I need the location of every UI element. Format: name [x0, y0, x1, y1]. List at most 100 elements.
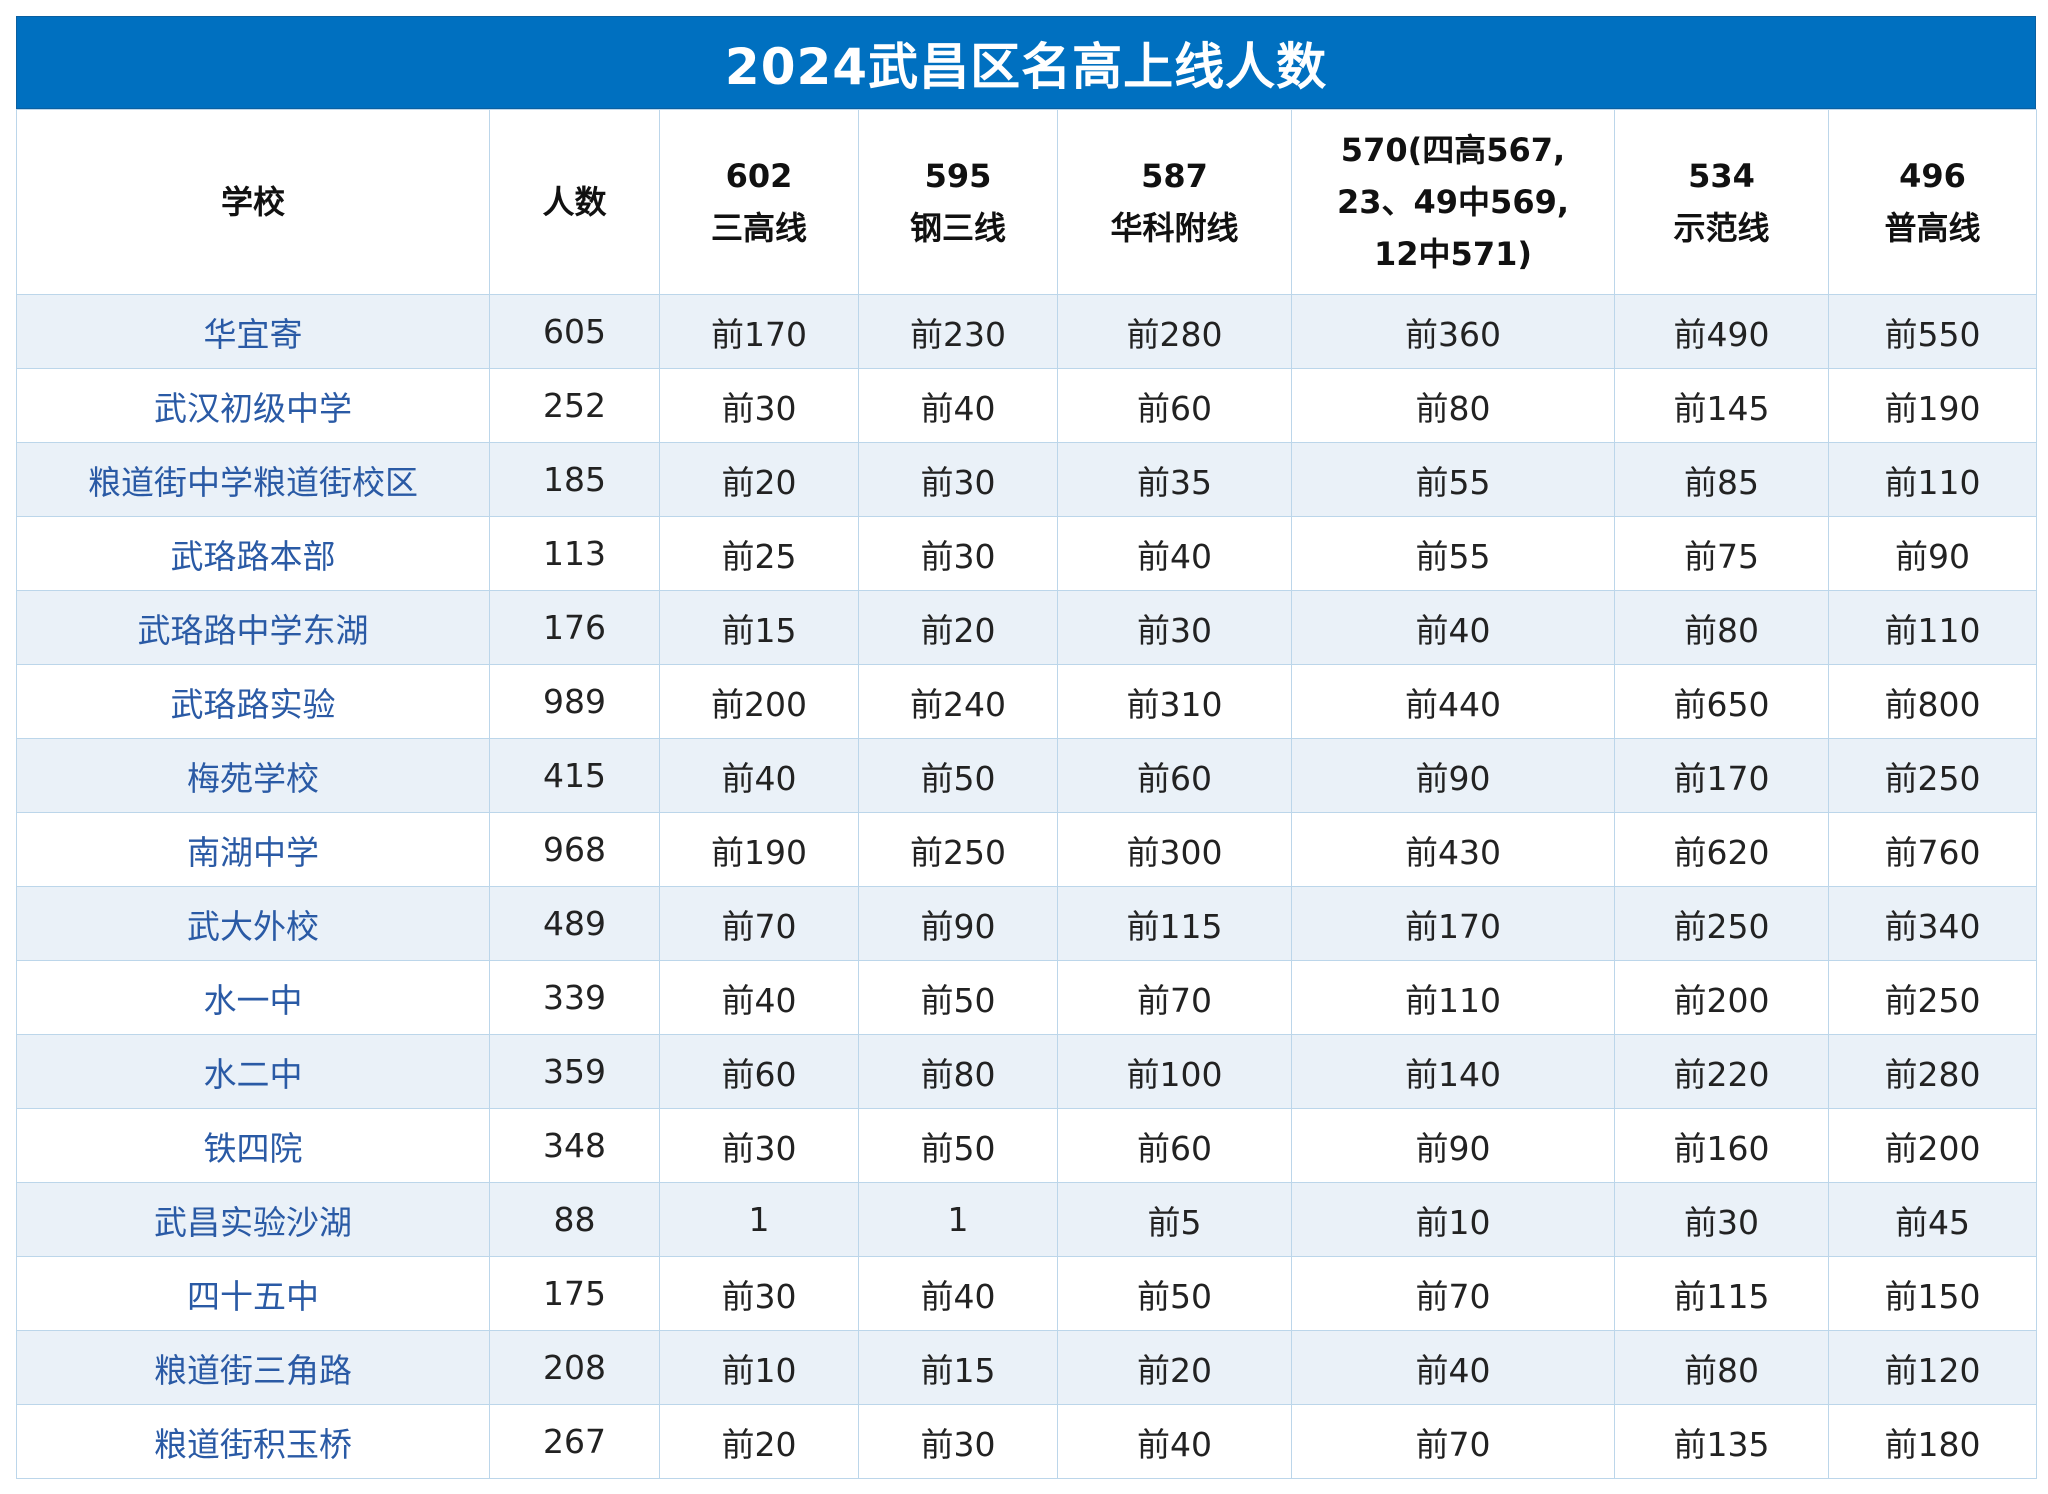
student-count-cell: 208	[489, 1330, 660, 1405]
school-name-cell: 粮道街积玉桥	[16, 1404, 490, 1479]
rank-cutoff-cell: 前190	[659, 812, 859, 887]
column-header-line: 人数	[542, 183, 607, 221]
student-count-cell: 348	[489, 1108, 660, 1183]
school-name-cell: 铁四院	[16, 1108, 490, 1183]
table-row: 粮道街积玉桥 267 前20 前30 前40 前70 前135 前180	[16, 1404, 2037, 1479]
rank-cutoff-cell: 前80	[1291, 368, 1615, 443]
rank-cutoff-cell: 前60	[1057, 368, 1292, 443]
rank-cutoff-cell: 前30	[858, 442, 1058, 517]
rank-cutoff-cell: 前30	[1614, 1182, 1829, 1257]
rank-cutoff-cell: 前250	[1828, 960, 2037, 1035]
student-count-cell: 339	[489, 960, 660, 1035]
rank-cutoff-cell: 前60	[659, 1034, 859, 1109]
rank-cutoff-cell: 前55	[1291, 442, 1615, 517]
rank-cutoff-cell: 前140	[1291, 1034, 1615, 1109]
rank-cutoff-cell: 前40	[858, 1256, 1058, 1331]
table-row: 武昌实验沙湖 88 1 1 前5 前10 前30 前45	[16, 1182, 2037, 1257]
rank-cutoff-cell: 前100	[1057, 1034, 1292, 1109]
rank-cutoff-cell: 前250	[1614, 886, 1829, 961]
rank-cutoff-cell: 前620	[1614, 812, 1829, 887]
student-count-cell: 185	[489, 442, 660, 517]
rank-cutoff-cell: 前360	[1291, 294, 1615, 369]
rank-cutoff-cell: 前30	[1057, 590, 1292, 665]
rank-cutoff-cell: 前70	[659, 886, 859, 961]
rank-cutoff-cell: 前15	[858, 1330, 1058, 1405]
rank-cutoff-cell: 前60	[1057, 738, 1292, 813]
school-name-cell: 武大外校	[16, 886, 490, 961]
table-row: 武珞路中学东湖 176 前15 前20 前30 前40 前80 前110	[16, 590, 2037, 665]
rank-cutoff-cell: 前115	[1614, 1256, 1829, 1331]
column-header-line: 595	[924, 157, 992, 195]
column-header: 496 普高线	[1828, 109, 2037, 295]
rank-cutoff-cell: 前45	[1828, 1182, 2037, 1257]
rank-cutoff-cell: 前250	[1828, 738, 2037, 813]
rank-cutoff-cell: 前115	[1057, 886, 1292, 961]
rank-cutoff-cell: 前340	[1828, 886, 2037, 961]
rank-cutoff-cell: 前200	[1614, 960, 1829, 1035]
school-name-cell: 粮道街中学粮道街校区	[16, 442, 490, 517]
table-row: 粮道街中学粮道街校区 185 前20 前30 前35 前55 前85 前110	[16, 442, 2037, 517]
rank-cutoff-cell: 前50	[858, 738, 1058, 813]
rank-cutoff-cell: 前20	[1057, 1330, 1292, 1405]
header-row: 学校 人数 602 三高线 595 钢三线 587 华科附线 570(四高567, 23、49中5…	[16, 109, 2037, 295]
student-count-cell: 113	[489, 516, 660, 591]
school-name-cell: 武珞路中学东湖	[16, 590, 490, 665]
rank-cutoff-cell: 前30	[858, 1404, 1058, 1479]
column-header-line: 534	[1688, 157, 1755, 195]
rank-cutoff-cell: 前50	[1057, 1256, 1292, 1331]
table-row: 武大外校 489 前70 前90 前115 前170 前250 前340	[16, 886, 2037, 961]
rank-cutoff-cell: 前85	[1614, 442, 1829, 517]
student-count-cell: 267	[489, 1404, 660, 1479]
school-name-cell: 水二中	[16, 1034, 490, 1109]
rank-cutoff-cell: 前170	[659, 294, 859, 369]
column-header-line: 华科附线	[1110, 209, 1239, 247]
rank-cutoff-cell: 前30	[659, 368, 859, 443]
school-name-cell: 梅苑学校	[16, 738, 490, 813]
column-header-line: 587	[1141, 157, 1208, 195]
table-body: 华宜寄 605 前170 前230 前280 前360 前490 前550 武汉初级中学 252 前…	[16, 294, 2037, 1479]
student-count-cell: 968	[489, 812, 660, 887]
rank-cutoff-cell: 前200	[659, 664, 859, 739]
table-row: 武珞路本部 113 前25 前30 前40 前55 前75 前90	[16, 516, 2037, 591]
rank-cutoff-cell: 前200	[1828, 1108, 2037, 1183]
rank-cutoff-cell: 前70	[1291, 1404, 1615, 1479]
rank-cutoff-cell: 前760	[1828, 812, 2037, 887]
rank-cutoff-cell: 前170	[1614, 738, 1829, 813]
column-header: 570(四高567, 23、49中569, 12中571)	[1291, 109, 1615, 295]
student-count-cell: 605	[489, 294, 660, 369]
rank-cutoff-cell: 前75	[1614, 516, 1829, 591]
student-count-cell: 175	[489, 1256, 660, 1331]
table-row: 水一中 339 前40 前50 前70 前110 前200 前250	[16, 960, 2037, 1035]
student-count-cell: 415	[489, 738, 660, 813]
table-row: 水二中 359 前60 前80 前100 前140 前220 前280	[16, 1034, 2037, 1109]
rank-cutoff-cell: 前135	[1614, 1404, 1829, 1479]
rank-cutoff-cell: 前80	[858, 1034, 1058, 1109]
table-row: 华宜寄 605 前170 前230 前280 前360 前490 前550	[16, 294, 2037, 369]
school-name-cell: 武昌实验沙湖	[16, 1182, 490, 1257]
rank-cutoff-cell: 前40	[1291, 1330, 1615, 1405]
table-row: 四十五中 175 前30 前40 前50 前70 前115 前150	[16, 1256, 2037, 1331]
rank-cutoff-cell: 前430	[1291, 812, 1615, 887]
rank-cutoff-cell: 前40	[858, 368, 1058, 443]
column-header-line: 496	[1899, 157, 1966, 195]
rank-cutoff-cell: 前145	[1614, 368, 1829, 443]
table-row: 武汉初级中学 252 前30 前40 前60 前80 前145 前190	[16, 368, 2037, 443]
table-title: 2024武昌区名高上线人数	[16, 16, 2036, 109]
rank-cutoff-cell: 前50	[858, 960, 1058, 1035]
rank-cutoff-cell: 1	[858, 1182, 1058, 1257]
column-header: 587 华科附线	[1057, 109, 1292, 295]
school-name-cell: 粮道街三角路	[16, 1330, 490, 1405]
column-header-line: 普高线	[1884, 209, 1981, 247]
rank-cutoff-cell: 前40	[659, 738, 859, 813]
column-header: 595 钢三线	[858, 109, 1058, 295]
rank-cutoff-cell: 前90	[1291, 1108, 1615, 1183]
rank-cutoff-cell: 前90	[858, 886, 1058, 961]
rank-cutoff-cell: 前10	[659, 1330, 859, 1405]
column-header-line: 570(四高567,	[1340, 131, 1566, 169]
rank-cutoff-cell: 前110	[1828, 590, 2037, 665]
rank-cutoff-cell: 前220	[1614, 1034, 1829, 1109]
rank-cutoff-cell: 前20	[858, 590, 1058, 665]
rank-cutoff-cell: 前280	[1057, 294, 1292, 369]
rank-cutoff-cell: 前40	[1057, 1404, 1292, 1479]
rank-cutoff-cell: 前35	[1057, 442, 1292, 517]
